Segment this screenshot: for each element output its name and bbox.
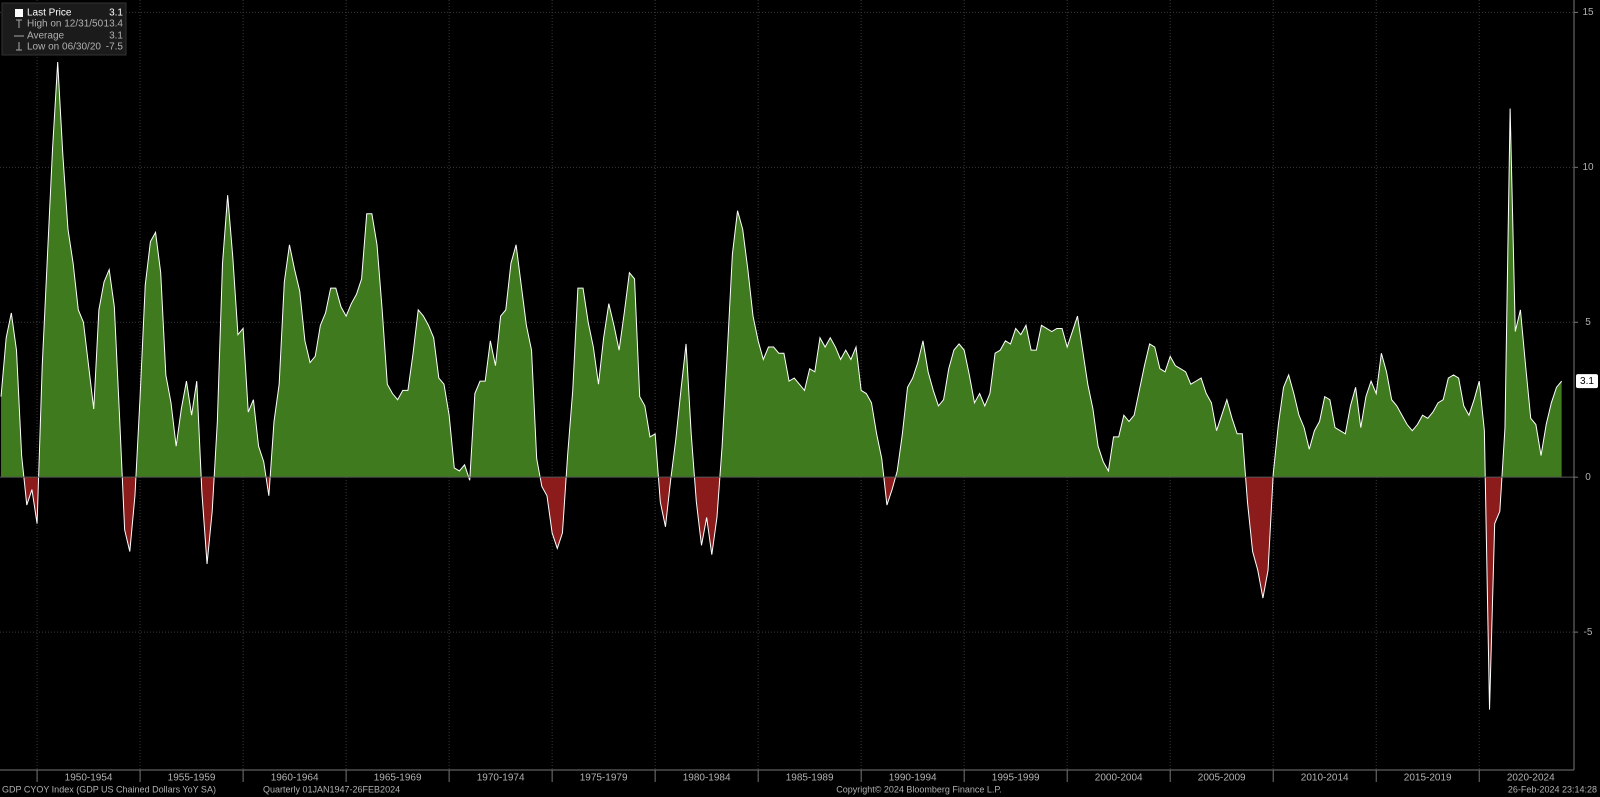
last-price-label: 3.1: [1580, 376, 1594, 387]
x-tick-label: 2015-2019: [1404, 773, 1452, 784]
x-tick-label: 2010-2014: [1301, 773, 1349, 784]
legend-label: High on 12/31/50: [27, 19, 104, 30]
x-tick-label: 2020-2024: [1507, 773, 1555, 784]
legend-label: Low on 06/30/20: [27, 42, 101, 53]
footer: GDP CYOY Index (GDP US Chained Dollars Y…: [2, 784, 1597, 794]
legend-icon: [16, 42, 22, 51]
line: [0, 61, 1563, 710]
timestamp: 26-Feb-2024 23:14:28: [1508, 784, 1597, 794]
legend-value: 3.1: [109, 8, 123, 19]
x-tick-label: 2005-2009: [1198, 773, 1246, 784]
x-tick-label: 1950-1954: [65, 773, 113, 784]
x-tick-label: 2000-2004: [1095, 773, 1143, 784]
y-tick-label: 5: [1585, 317, 1591, 328]
x-tick-label: 1995-1999: [992, 773, 1040, 784]
frequency: Quarterly 01JAN1947-26FEB2024: [263, 784, 400, 794]
legend-value: -7.5: [106, 42, 124, 53]
last-price-tag: [1576, 374, 1598, 389]
legend-label: Last Price: [27, 8, 72, 19]
legend-icon: [15, 9, 23, 17]
legend-value: 13.4: [104, 19, 124, 30]
legend-label: Average: [27, 31, 65, 42]
y-tick-label: 0: [1585, 472, 1591, 483]
x-tick-label: 1965-1969: [374, 773, 422, 784]
copyright: Copyright© 2024 Bloomberg Finance L.P.: [836, 784, 1002, 794]
area-positive: [1, 61, 1562, 478]
x-tick-label: 1980-1984: [683, 773, 731, 784]
axes: 15 10 5 0 -5 1950-1954 1955-1959 1960-1964 1965-…: [36, 7, 1598, 784]
x-tick-label: 1955-1959: [168, 773, 216, 784]
y-tick-label: 15: [1582, 7, 1594, 18]
x-tick-label: 1970-1974: [477, 773, 525, 784]
source: GDP CYOY Index (GDP US Chained Dollars Y…: [2, 784, 216, 794]
x-tick-label: 1960-1964: [271, 773, 319, 784]
plot: [0, 61, 1574, 710]
x-tick-label: 1975-1979: [580, 773, 628, 784]
x-tick-label: 1985-1989: [786, 773, 834, 784]
legend-icon: [16, 19, 22, 28]
y-tick-label: 10: [1582, 162, 1594, 173]
y-tick-label: -5: [1584, 627, 1593, 638]
legend: Last Price 3.1 High on 12/31/50 13.4 Ave…: [1, 2, 127, 56]
legend-value: 3.1: [109, 31, 123, 42]
x-tick-label: 1990-1994: [889, 773, 937, 784]
